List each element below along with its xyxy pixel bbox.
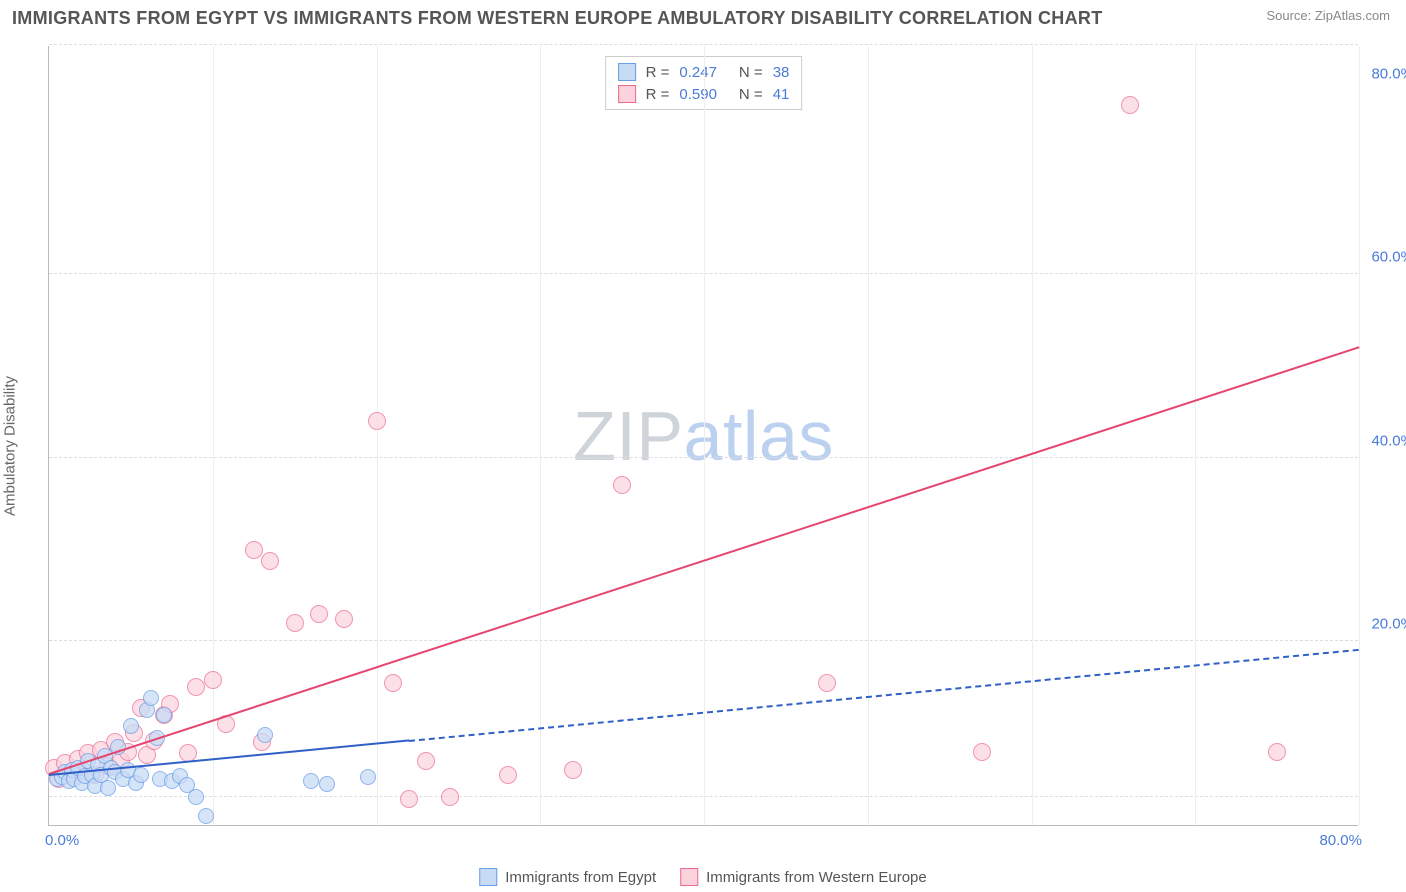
trend-line xyxy=(409,649,1359,742)
data-point xyxy=(133,767,149,783)
x-tick-label: 0.0% xyxy=(45,832,79,849)
gridline-v xyxy=(377,46,378,825)
y-tick-label: 80.0% xyxy=(1371,65,1406,82)
gridline-v xyxy=(213,46,214,825)
legend-n-label: N = xyxy=(739,86,763,103)
data-point xyxy=(310,605,328,623)
data-point xyxy=(499,766,517,784)
legend-label: Immigrants from Western Europe xyxy=(706,869,927,886)
data-point xyxy=(100,780,116,796)
data-point xyxy=(1121,96,1139,114)
data-point xyxy=(156,707,172,723)
data-point xyxy=(143,690,159,706)
data-point xyxy=(368,412,386,430)
legend-r-value: 0.590 xyxy=(679,86,717,103)
chart-title: IMMIGRANTS FROM EGYPT VS IMMIGRANTS FROM… xyxy=(12,8,1103,29)
data-point xyxy=(384,674,402,692)
chart-area: Ambulatory Disability ZIPatlas R =0.247N… xyxy=(0,36,1406,856)
gridline-h xyxy=(49,44,1358,45)
legend-swatch xyxy=(618,85,636,103)
data-point xyxy=(335,610,353,628)
legend-item: Immigrants from Western Europe xyxy=(680,868,927,886)
legend-n-value: 38 xyxy=(773,64,790,81)
legend-r-value: 0.247 xyxy=(679,64,717,81)
data-point xyxy=(400,790,418,808)
gridline-v xyxy=(1032,46,1033,825)
legend-swatch xyxy=(479,868,497,886)
data-point xyxy=(360,769,376,785)
data-point xyxy=(286,614,304,632)
x-tick-label: 80.0% xyxy=(1319,832,1362,849)
gridline-v xyxy=(704,46,705,825)
data-point xyxy=(245,541,263,559)
legend-r-label: R = xyxy=(646,86,670,103)
data-point xyxy=(261,552,279,570)
data-point xyxy=(1268,743,1286,761)
legend-item: Immigrants from Egypt xyxy=(479,868,656,886)
legend-swatch xyxy=(680,868,698,886)
legend-label: Immigrants from Egypt xyxy=(505,869,656,886)
source-label: Source: ZipAtlas.com xyxy=(1266,8,1390,23)
data-point xyxy=(973,743,991,761)
data-point xyxy=(417,752,435,770)
gridline-v xyxy=(540,46,541,825)
legend-n-label: N = xyxy=(739,64,763,81)
data-point xyxy=(319,776,335,792)
data-point xyxy=(198,808,214,824)
legend-n-value: 41 xyxy=(773,86,790,103)
data-point xyxy=(303,773,319,789)
data-point xyxy=(257,727,273,743)
series-legend: Immigrants from Egypt Immigrants from Wes… xyxy=(479,868,927,886)
data-point xyxy=(188,789,204,805)
legend-swatch xyxy=(618,63,636,81)
data-point xyxy=(441,788,459,806)
gridline-v xyxy=(1359,46,1360,825)
y-tick-label: 40.0% xyxy=(1371,432,1406,449)
gridline-v xyxy=(1195,46,1196,825)
scatter-plot: ZIPatlas R =0.247N =38R =0.590N =41 20.0… xyxy=(48,46,1358,826)
legend-r-label: R = xyxy=(646,64,670,81)
data-point xyxy=(204,671,222,689)
data-point xyxy=(613,476,631,494)
y-axis-label: Ambulatory Disability xyxy=(2,376,19,516)
data-point xyxy=(564,761,582,779)
data-point xyxy=(123,718,139,734)
y-tick-label: 60.0% xyxy=(1371,249,1406,266)
data-point xyxy=(187,678,205,696)
data-point xyxy=(818,674,836,692)
gridline-v xyxy=(868,46,869,825)
y-tick-label: 20.0% xyxy=(1371,616,1406,633)
